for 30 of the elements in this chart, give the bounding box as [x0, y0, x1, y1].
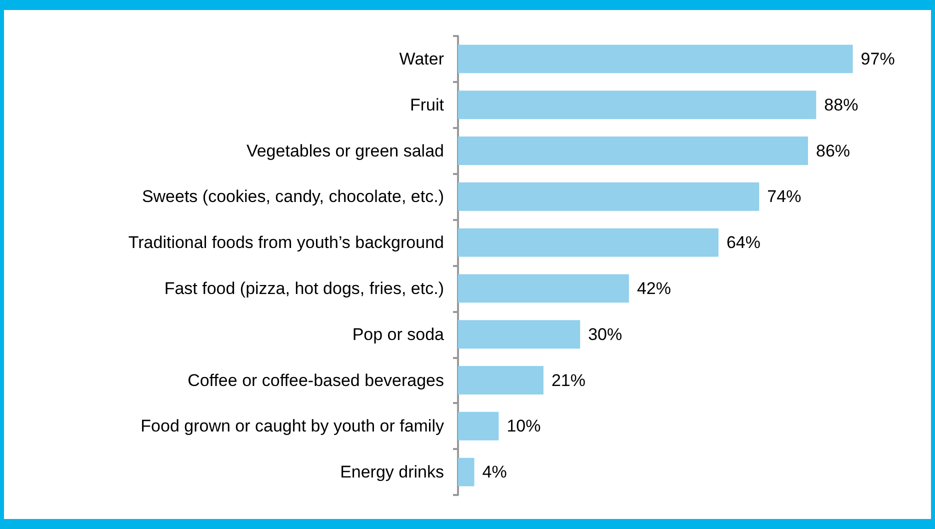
bar — [458, 274, 629, 303]
y-tick-label: Traditional foods from youth’s background — [128, 233, 444, 252]
y-tick-label: Vegetables or green salad — [246, 141, 444, 160]
data-label: 10% — [506, 416, 541, 436]
y-tick-label: Water — [399, 49, 444, 68]
data-label: 86% — [816, 141, 850, 160]
bar — [458, 366, 544, 394]
data-label: 21% — [551, 370, 586, 390]
y-tick-label: Energy drinks — [340, 462, 444, 482]
data-label: 64% — [726, 233, 761, 252]
data-label: 42% — [636, 278, 671, 298]
bar — [458, 44, 853, 74]
data-label: 30% — [588, 324, 622, 344]
bar — [458, 90, 816, 120]
bar — [458, 412, 499, 440]
bar — [458, 182, 760, 211]
data-label: 4% — [482, 462, 507, 482]
y-tick-label: Pop or soda — [352, 324, 445, 344]
data-label: 97% — [860, 49, 895, 68]
y-tick-label: Fruit — [410, 95, 444, 114]
bar — [458, 320, 580, 349]
data-label: 74% — [767, 187, 802, 206]
bar — [458, 228, 718, 257]
y-tick-label: Fast food (pizza, hot dogs, fries, etc.) — [164, 278, 444, 298]
y-tick-label: Food grown or caught by youth or family — [140, 416, 444, 436]
y-tick-label: Sweets (cookies, candy, chocolate, etc.) — [142, 187, 444, 206]
bar — [458, 136, 808, 165]
y-tick-label: Coffee or coffee-based beverages — [188, 370, 444, 390]
bar — [458, 458, 474, 486]
data-label: 88% — [824, 95, 858, 114]
